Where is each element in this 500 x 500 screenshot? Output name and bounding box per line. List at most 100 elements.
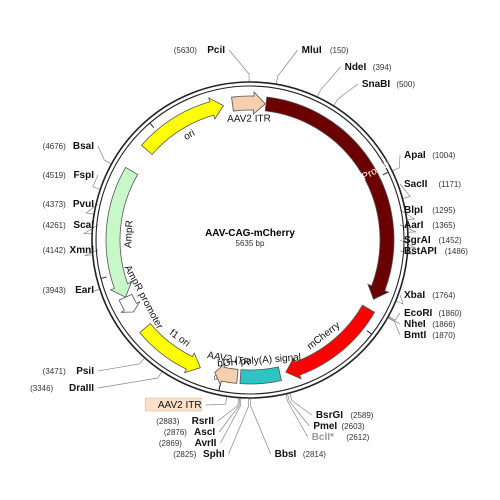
tick-mark <box>100 276 107 279</box>
site-position: (4261) <box>43 221 66 230</box>
site-name[interactable]: NheI <box>404 319 426 330</box>
site-position: (1452) <box>439 236 462 245</box>
site-name[interactable]: PmeI <box>313 421 337 432</box>
site-name[interactable]: EarI <box>75 285 94 296</box>
site-name[interactable]: XbaI <box>404 290 425 301</box>
feature-ori <box>140 97 225 156</box>
site-leader <box>97 145 112 165</box>
site-name[interactable]: ApaI <box>404 150 426 161</box>
site-name[interactable]: SnaBI <box>362 79 391 90</box>
site-position: (1004) <box>432 151 455 160</box>
site-position: (3346) <box>30 384 53 393</box>
site-leader <box>388 312 401 321</box>
site-label-group: PciI (5630) MluI (150) NdeI (394) SnaBI (500) Ap… <box>30 45 468 460</box>
site-name[interactable]: SacII <box>404 179 428 190</box>
site-leader <box>392 154 401 172</box>
site-position: (150) <box>330 46 349 55</box>
site-name[interactable]: EcoRI <box>404 308 433 319</box>
site-name[interactable]: NdeI <box>345 62 367 73</box>
feature-group <box>105 91 395 387</box>
backbone-inner-ring <box>95 85 405 395</box>
feature-aav2-itr-left <box>214 362 239 387</box>
site-position: (2869) <box>159 439 182 448</box>
feature-label-ampr: AmpR <box>123 220 135 248</box>
site-leader <box>97 371 163 389</box>
plasmid-backbone <box>91 81 409 399</box>
itr-site-box <box>144 397 202 412</box>
site-name[interactable]: BlpI <box>404 205 423 216</box>
plasmid-name: AAV-CAG-mCherry <box>205 228 295 239</box>
feature-mcherry <box>285 304 376 380</box>
tick-mark <box>218 384 221 391</box>
site-leader <box>85 203 99 215</box>
site-position: (4373) <box>43 200 66 209</box>
site-position: (1860) <box>439 309 462 318</box>
site-name[interactable]: PvuI <box>73 199 94 210</box>
site-position: (4519) <box>43 171 66 180</box>
site-position: (2589) <box>350 411 373 420</box>
site-position: (2876) <box>164 428 187 437</box>
tick-mark <box>149 122 155 128</box>
site-leader <box>217 397 239 422</box>
site-name[interactable]: BmtI <box>404 330 426 341</box>
site-leader <box>316 66 341 98</box>
site-name[interactable]: SgrAI <box>404 235 431 246</box>
site-position: (3471) <box>43 367 66 376</box>
site-name[interactable]: FspI <box>73 170 94 181</box>
site-name[interactable]: BsaI <box>73 141 94 152</box>
plasmid-length: 5635 bp <box>236 239 265 248</box>
site-position: (1870) <box>432 331 455 340</box>
site-position: (1365) <box>432 221 455 230</box>
site-name[interactable]: RsrII <box>192 416 214 427</box>
site-position: (2814) <box>303 450 326 459</box>
site-name[interactable]: DraIII <box>69 383 94 394</box>
site-name[interactable]: BbsI <box>275 449 297 460</box>
site-position: (394) <box>373 63 392 72</box>
site-leader <box>205 396 228 406</box>
site-position: (1295) <box>432 206 455 215</box>
tick-group: 10002000300040005000 <box>100 122 389 391</box>
site-leader <box>399 209 416 221</box>
site-name[interactable]: PciI <box>207 45 225 56</box>
feature-cag-promoter <box>264 96 395 300</box>
site-leader <box>399 250 416 255</box>
site-name[interactable]: ScaI <box>73 220 94 231</box>
site-name[interactable]: BsrGI <box>316 410 343 421</box>
backbone-outer-ring <box>91 81 409 399</box>
site-leader <box>250 397 271 455</box>
tick-mark <box>382 171 389 176</box>
site-leader <box>333 83 359 107</box>
site-name[interactable]: BstAPI <box>404 246 437 257</box>
site-position: (2883) <box>156 417 179 426</box>
site-name[interactable]: BclI* <box>312 432 334 443</box>
site-name[interactable]: SphI <box>203 449 225 460</box>
site-leader <box>387 317 401 336</box>
site-name[interactable]: AvrII <box>195 438 217 449</box>
site-leader <box>84 249 99 256</box>
site-leader <box>275 49 298 85</box>
site-position: (2603) <box>342 422 365 431</box>
site-leader <box>92 288 100 292</box>
site-position: (500) <box>396 80 415 89</box>
site-name[interactable]: XmnI <box>70 245 95 256</box>
site-leader <box>220 397 242 444</box>
feature-label-ori: ori <box>182 128 197 143</box>
site-leader <box>399 183 411 199</box>
site-position: (1486) <box>445 247 468 256</box>
site-leader <box>289 392 313 416</box>
site-leader-group <box>82 49 416 455</box>
site-name[interactable]: MluI <box>302 45 322 56</box>
site-name[interactable]: AarI <box>404 220 424 231</box>
site-name[interactable]: AAV2 ITR <box>158 400 202 411</box>
site-leader <box>97 357 146 372</box>
site-leader <box>218 397 241 433</box>
site-position: (1764) <box>432 291 455 300</box>
site-name[interactable]: PsiI <box>76 366 94 377</box>
site-position: (5630) <box>174 46 197 55</box>
site-name[interactable]: AscI <box>194 427 215 438</box>
site-leader <box>399 239 416 249</box>
site-position: (1171) <box>439 180 462 189</box>
site-leader <box>228 49 250 83</box>
site-leader <box>287 393 310 427</box>
